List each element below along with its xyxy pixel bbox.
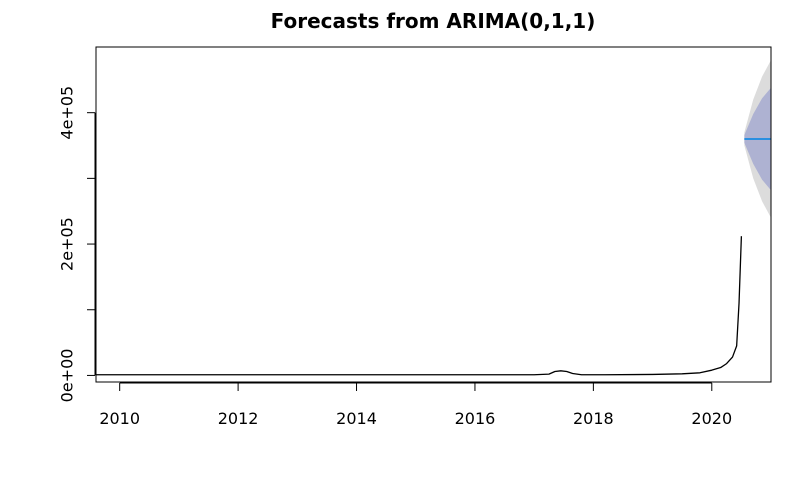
x-tick-label: 2018 [573,409,614,428]
chart-title: Forecasts from ARIMA(0,1,1) [271,9,596,33]
plot-area [96,60,771,376]
y-tick-label: 4e+05 [58,86,77,140]
y-tick-label: 2e+05 [58,217,77,271]
y-tick-label: 0e+00 [58,349,77,403]
x-tick-label: 2012 [218,409,259,428]
observed-line [96,236,743,376]
axes: 2010 2012 2014 2016 2018 2020 0e+00 2e+05 4e+05 [58,86,733,428]
x-tick-label: 2020 [691,409,732,428]
x-tick-label: 2010 [99,409,140,428]
x-tick-label: 2014 [336,409,377,428]
plot-border [95,46,772,383]
x-tick-label: 2016 [455,409,496,428]
